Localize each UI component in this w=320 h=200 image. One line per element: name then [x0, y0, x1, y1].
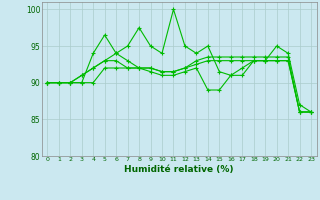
X-axis label: Humidité relative (%): Humidité relative (%) [124, 165, 234, 174]
